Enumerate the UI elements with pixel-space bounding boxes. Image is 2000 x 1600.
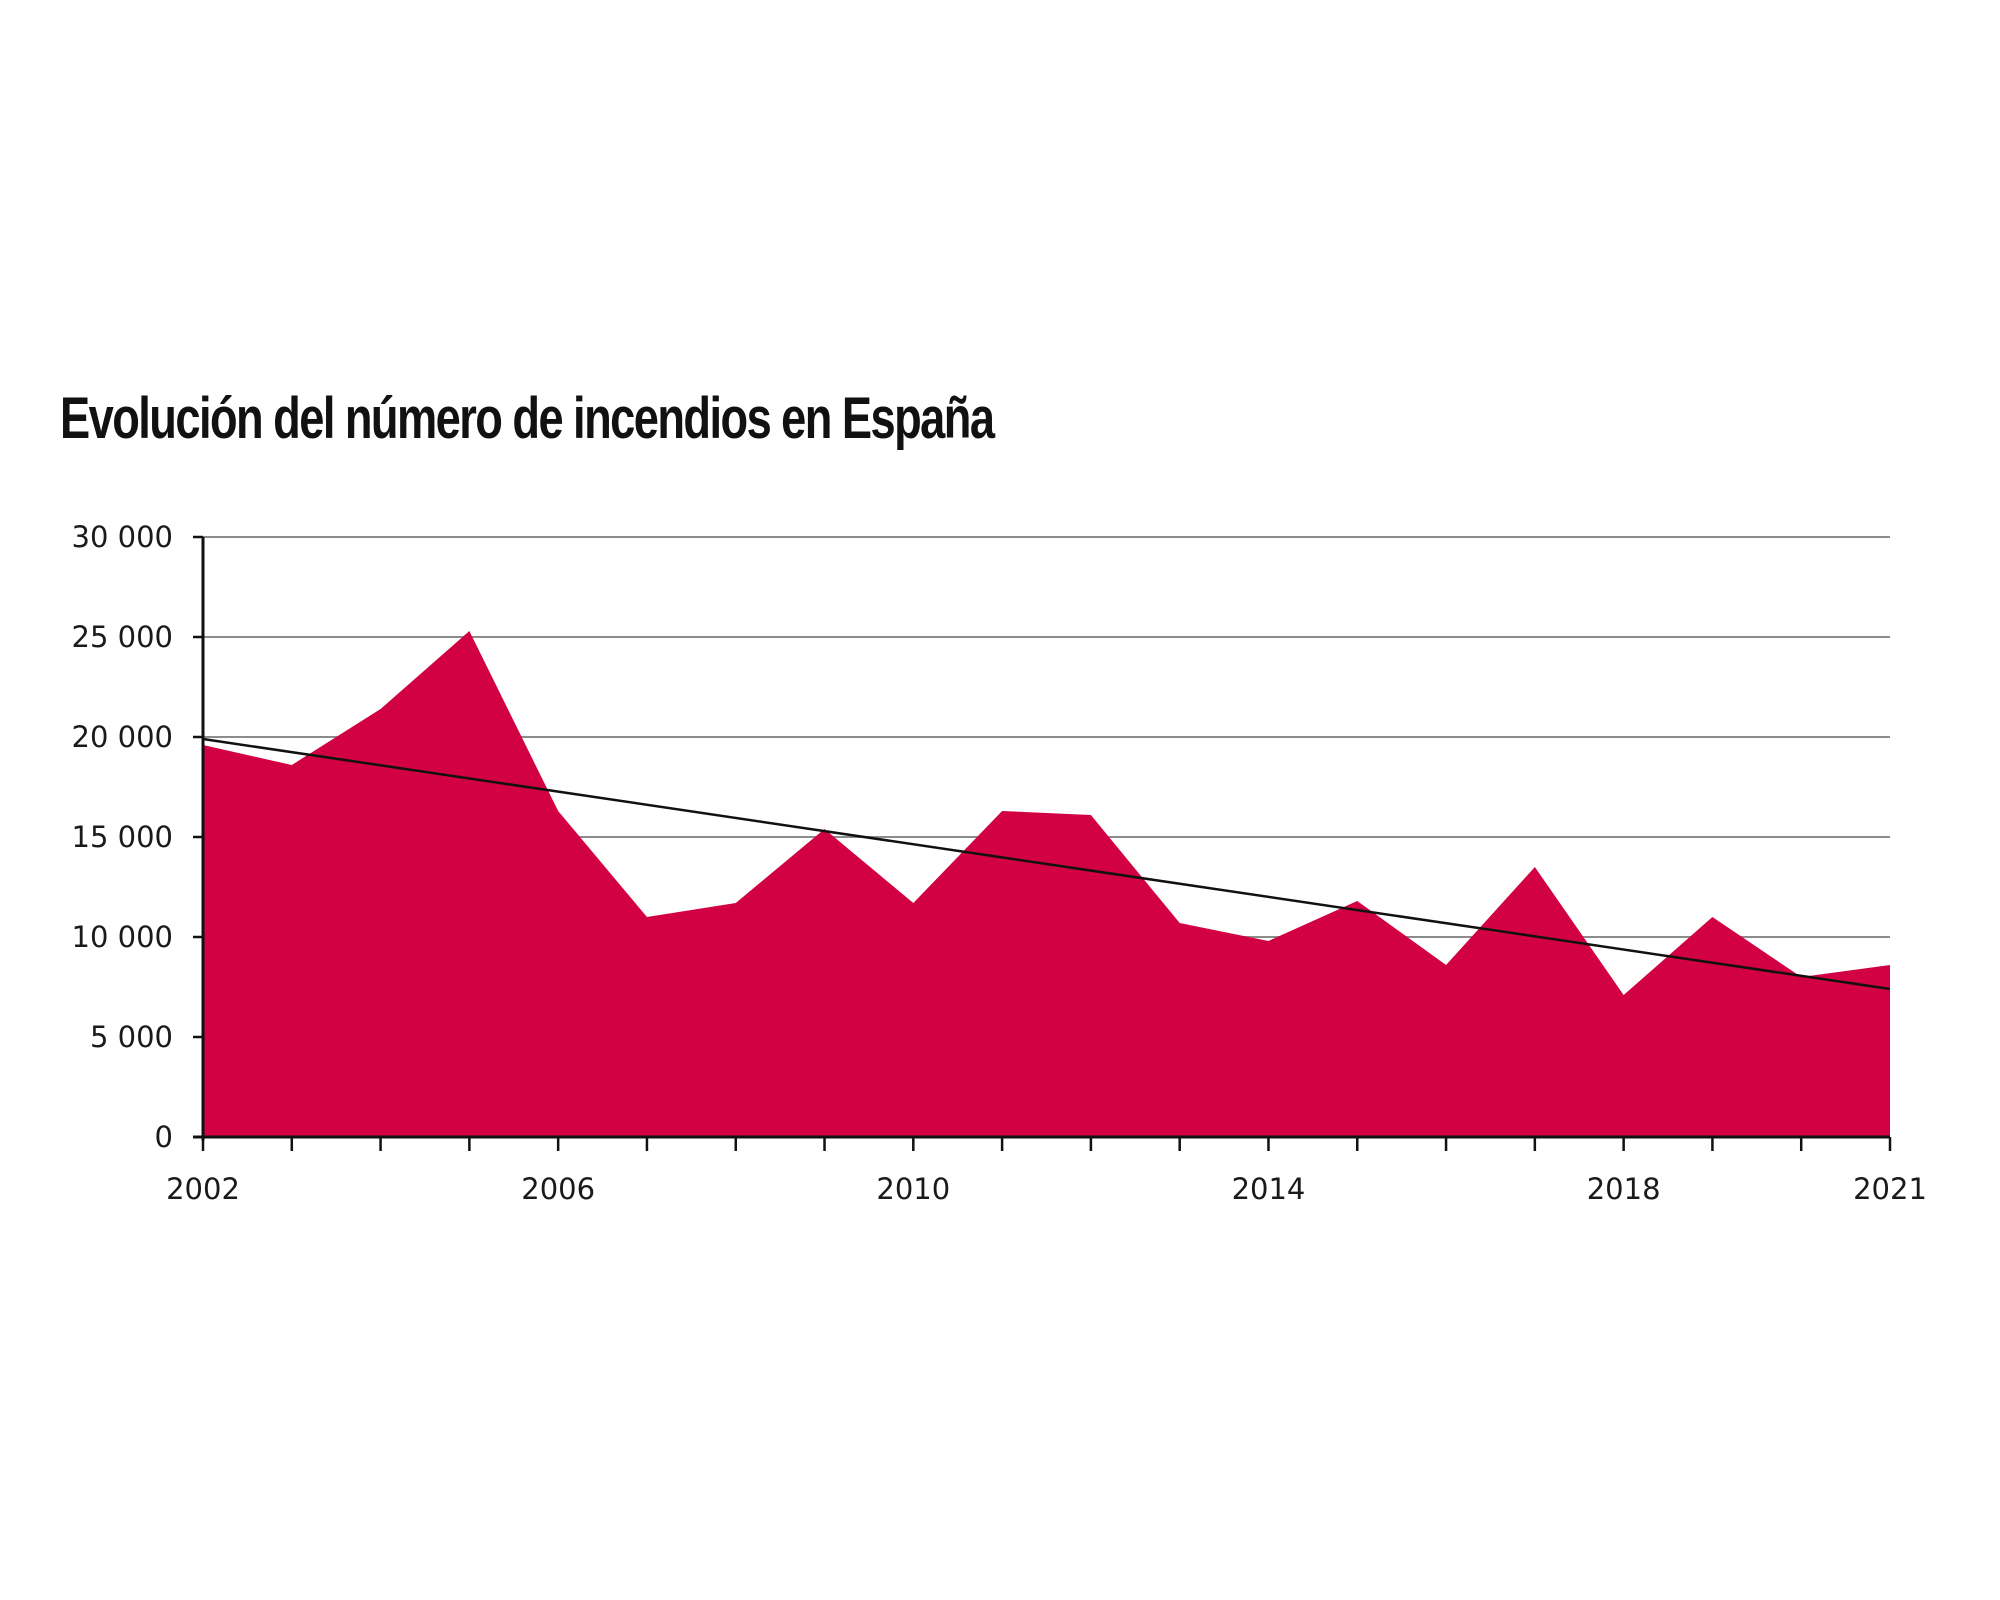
y-tick-label-1: 5 000	[90, 1020, 173, 1054]
data-point-2012	[1090, 814, 1092, 816]
data-point-2014	[1267, 940, 1269, 942]
data-point-2009	[824, 828, 826, 830]
data-point-2006	[557, 810, 559, 812]
data-point-2019	[1711, 916, 1713, 918]
x-tick-label-1: 2006	[521, 1172, 595, 1206]
y-tick-label-6: 30 000	[72, 520, 173, 554]
data-point-2021	[1889, 964, 1891, 966]
x-tick-label-4: 2018	[1587, 1172, 1661, 1206]
x-tick-label-3: 2014	[1232, 1172, 1306, 1206]
data-point-2008	[735, 902, 737, 904]
axes	[193, 535, 1892, 1151]
x-tick-label-2: 2010	[876, 1172, 950, 1206]
x-tick-label-5: 2021	[1853, 1172, 1927, 1206]
x-tick-label-0: 2002	[166, 1172, 240, 1206]
trend-line	[202, 737, 1891, 991]
data-point-2015	[1356, 900, 1358, 902]
y-tick-label-0: 0	[155, 1120, 173, 1154]
data-point-2011	[1001, 810, 1003, 812]
data-point-2003	[291, 764, 293, 766]
data-point-2018	[1623, 994, 1625, 996]
data-point-2004	[380, 708, 382, 710]
data-point-2013	[1179, 922, 1181, 924]
data-point-2010	[912, 902, 914, 904]
area-series-path	[203, 631, 1890, 1137]
y-tick-label-4: 20 000	[72, 720, 173, 754]
tick-labels: 0 5 000 10 000 15 000 20 000 25 000 30 000 2002…	[72, 520, 1927, 1206]
plot-area	[203, 630, 1891, 1137]
data-point-2017	[1534, 866, 1536, 868]
data-point-2005	[468, 630, 470, 632]
y-tick-label-2: 10 000	[72, 920, 173, 954]
trend-line-group	[202, 737, 1891, 991]
chart-title: Evolución del número de incendios en Esp…	[60, 386, 995, 451]
data-point-2016	[1445, 964, 1447, 966]
y-tick-label-3: 15 000	[72, 820, 173, 854]
data-point-2007	[646, 916, 648, 918]
y-tick-label-5: 25 000	[72, 620, 173, 654]
